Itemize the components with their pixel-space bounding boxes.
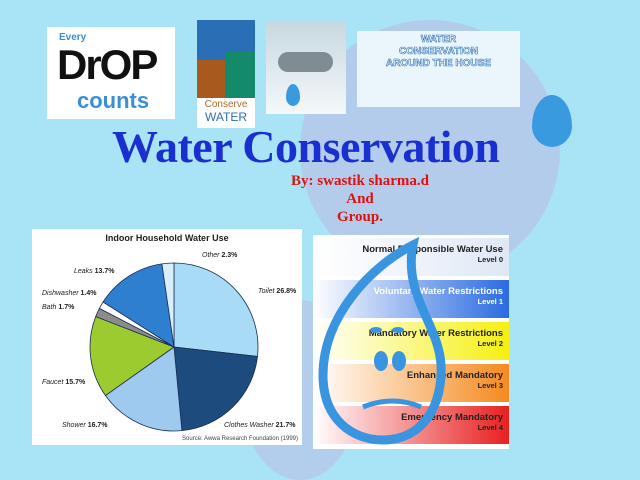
logo-text: CONSERVATION: [399, 46, 479, 58]
logo-text: DrOP: [57, 41, 158, 88]
slice-label: Bath 1.7%: [42, 304, 75, 311]
sad-water-drop-icon: [318, 236, 446, 445]
water-restriction-levels: Normal Responsible Water Use Level 0 Volun…: [313, 235, 509, 449]
level-label: Emergency Mandatory: [401, 412, 503, 423]
slice-label: Faucet 15.7%: [42, 379, 86, 386]
chart-title: Indoor Household Water Use: [105, 233, 228, 243]
logo-text: Every: [59, 32, 87, 43]
slice-label: Other 2.3%: [202, 252, 238, 259]
chart-source: Source: Awwa Research Foundation (1999): [182, 436, 298, 442]
pie-slice-toilet: [173, 262, 259, 357]
pie-slice-clothes-washer: [173, 346, 258, 432]
pie-chart-panel: Indoor Household Water Use Source: Awwa …: [32, 229, 302, 445]
level-label: Enhanced Mandatory: [406, 370, 503, 381]
level-number: Level 2: [477, 339, 503, 348]
dripping-faucet-image: [266, 22, 346, 114]
byline: By: swastik sharma.d: [291, 173, 429, 189]
byline-and: And: [346, 191, 374, 207]
every-drop-counts-logo: Every DrOP counts: [47, 27, 175, 119]
level-number: Level 1: [477, 297, 503, 306]
water-drop-mascot: [532, 95, 572, 147]
slice-label: Leaks 13.7%: [74, 268, 115, 275]
logo-text: counts: [77, 88, 150, 113]
level-label: Voluntary Water Restrictions: [373, 286, 503, 297]
slice-label: Shower 16.7%: [62, 422, 108, 429]
pie-slice-other: [161, 262, 175, 348]
slice-label: Toilet 26.8%: [258, 288, 297, 295]
slice-label: Dishwasher 1.4%: [42, 290, 97, 297]
slice-label: Clothes Washer 21.7%: [224, 422, 296, 429]
page-title: Water Conservation: [112, 121, 500, 172]
pie-slice-faucet: [89, 316, 175, 397]
byline-group: Group.: [337, 209, 383, 225]
level-number: Level 0: [477, 255, 503, 264]
level-number: Level 3: [477, 381, 503, 390]
logo-text: WATER: [420, 34, 457, 46]
level-number: Level 4: [477, 423, 503, 432]
level-label: Normal Responsible Water Use: [362, 244, 503, 255]
pie-slice-shower: [104, 346, 183, 432]
logo-text: WATER: [205, 110, 247, 124]
logo-text: Conserve: [204, 99, 248, 110]
pie-slice-leaks: [102, 263, 175, 348]
conserve-water-logo: Conserve WATER: [197, 20, 255, 128]
restriction-level-3: Enhanced Mandatory Level 3: [313, 364, 509, 402]
pie-chart: Indoor Household Water Use Source: Awwa …: [42, 233, 298, 442]
logo-text: AROUND THE HOUSE: [385, 58, 492, 70]
around-the-house-logo: WATER CONSERVATION AROUND THE HOUSE: [357, 31, 520, 107]
